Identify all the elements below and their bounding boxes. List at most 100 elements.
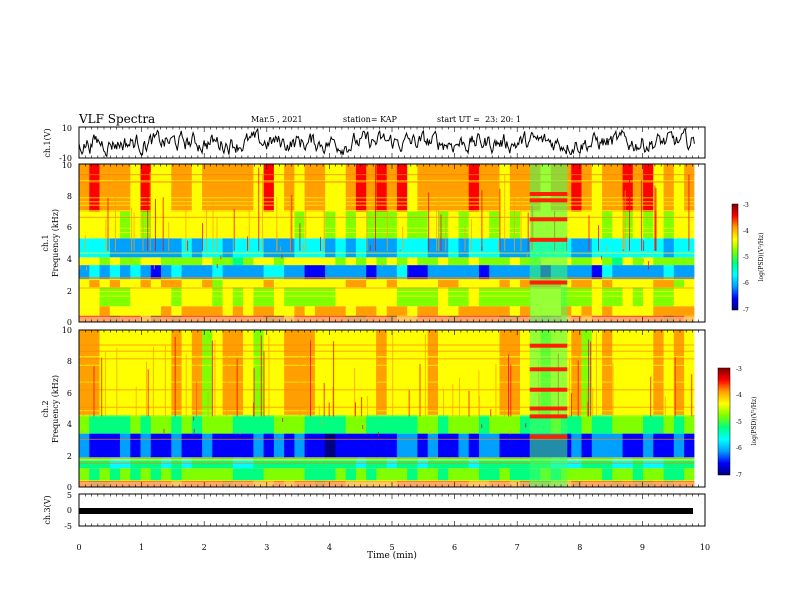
- spectrogram-cell: [345, 257, 357, 266]
- time-tick-0: 0: [76, 543, 81, 552]
- spectrogram-cell: [427, 468, 439, 481]
- ch2-channel-label: ch.2: [41, 400, 50, 417]
- spectrogram-streak: [499, 188, 501, 251]
- spectrogram-streak: [193, 428, 195, 433]
- spectrogram-cell: [202, 211, 213, 239]
- spectrogram-cell: [632, 330, 644, 415]
- spectrogram-line: [79, 438, 695, 440]
- spectrogram-cell: [479, 279, 490, 288]
- ch1-ytick-4: 4: [67, 255, 72, 264]
- spectrogram-cell: [191, 265, 203, 280]
- spectrogram-blank: [694, 330, 705, 487]
- spectrogram-cell: [386, 279, 398, 288]
- spectrogram-streak: [509, 430, 511, 435]
- ch3-waveform-panel: 5 0 -5 ch.3(V): [43, 491, 706, 531]
- spectrogram-cell: [386, 433, 398, 458]
- spectrogram-cell: [612, 211, 624, 239]
- spectrogram-cell: [643, 433, 654, 458]
- spectrogram-cell: [191, 306, 203, 316]
- spectrogram-cell: [376, 306, 388, 316]
- spectrogram-cell: [284, 433, 295, 458]
- spectrogram-line: [79, 210, 695, 212]
- spectrogram-streak: [193, 416, 195, 421]
- spectrogram-cell: [355, 468, 367, 481]
- spectrogram-line: [79, 204, 695, 206]
- spectrogram-streak: [398, 263, 400, 268]
- spectrogram-streak: [163, 428, 165, 433]
- spectrogram-cell: [612, 330, 624, 415]
- spectrogram-cell: [458, 414, 470, 434]
- ch1-colorbar-label: log(PSD)(V²/Hz): [758, 233, 765, 282]
- spectrogram-cell: [663, 433, 675, 458]
- spectrogram-cell: [202, 330, 213, 415]
- spectrogram-cell: [171, 164, 183, 212]
- spectrogram-cell: [407, 468, 418, 481]
- spectrogram-cell: [571, 433, 583, 458]
- ch1-ytick-8: 8: [67, 192, 72, 201]
- spectrogram-cell: [663, 257, 675, 266]
- spectrogram-cell: [120, 433, 131, 458]
- spectrogram-cell: [581, 468, 593, 481]
- spectrogram-cell: [232, 265, 244, 280]
- spectrogram-cell: [499, 414, 511, 434]
- spectrogram-cell: [284, 257, 295, 266]
- spectrogram-cell: [284, 330, 295, 415]
- spectrogram-cell: [509, 211, 521, 239]
- ch1-waveform-trace: [78, 128, 695, 158]
- spectrogram-streak: [84, 235, 86, 251]
- spectrogram-cell: [89, 211, 101, 239]
- spectrogram-cell: [273, 164, 285, 212]
- spectrogram-streak: [490, 409, 492, 417]
- spectrogram-cell: [130, 265, 142, 280]
- spectrogram-cell: [161, 164, 172, 212]
- spectrogram-cell: [345, 164, 357, 212]
- spectrogram-streak: [688, 174, 690, 251]
- spectrogram-cell: [191, 414, 203, 434]
- spectrogram-cell: [222, 414, 234, 434]
- spectrogram-cell: [407, 414, 418, 434]
- spectrogram-cell: [222, 468, 234, 481]
- spectrogram-cell: [232, 279, 244, 288]
- spectrogram-cell: [479, 306, 490, 316]
- spectrogram-cell: [79, 468, 90, 481]
- spectrogram-cell: [99, 468, 111, 481]
- spectrogram-streak: [419, 363, 421, 417]
- spectrogram-streak: [281, 254, 283, 259]
- spectrogram-cell: [417, 265, 429, 280]
- spectrogram-event-line: [529, 406, 568, 411]
- spectrogram-cell: [355, 306, 367, 316]
- spectrogram-cell: [653, 164, 665, 212]
- spectrogram-cell: [407, 433, 418, 458]
- spectrogram-cell: [653, 238, 665, 258]
- spectrogram-cell: [571, 238, 583, 258]
- spectrogram-cell: [417, 279, 429, 288]
- spectrogram-cell: [191, 279, 203, 288]
- spectrogram-cell: [304, 468, 316, 481]
- spectrogram-line: [79, 279, 695, 281]
- spectrogram-cell: [366, 238, 377, 258]
- spectrogram-cell: [438, 306, 449, 316]
- spectrogram-cell: [458, 306, 470, 316]
- spectrogram-cell: [150, 279, 162, 288]
- spectrogram-streak: [650, 376, 652, 417]
- spectrogram-streak: [279, 246, 281, 251]
- spectrogram-cell: [427, 414, 439, 434]
- spectrogram-cell: [171, 279, 183, 288]
- ch1-freq-axis: 0 2 4 6 8 10: [62, 161, 72, 327]
- spectrogram-cell: [222, 279, 234, 288]
- spectrogram-cell: [232, 414, 244, 434]
- spectrogram-streak: [413, 415, 415, 417]
- ch3-ytick-0: 0: [67, 506, 72, 515]
- spectrogram-cell: [643, 265, 654, 280]
- spectrogram-streak: [89, 366, 91, 417]
- spectrogram-cell: [509, 265, 521, 280]
- spectrogram-cell: [109, 265, 121, 280]
- spectrogram-cell: [520, 279, 531, 288]
- spectrogram-streak: [622, 249, 624, 251]
- spectrogram-cell: [489, 164, 500, 212]
- spectrogram-streak: [660, 428, 662, 433]
- spectrogram-cell: [602, 238, 613, 258]
- ch2-colorbar-bar: [717, 367, 731, 476]
- spectrogram-cell: [468, 211, 480, 239]
- spectrogram-streak: [481, 424, 483, 429]
